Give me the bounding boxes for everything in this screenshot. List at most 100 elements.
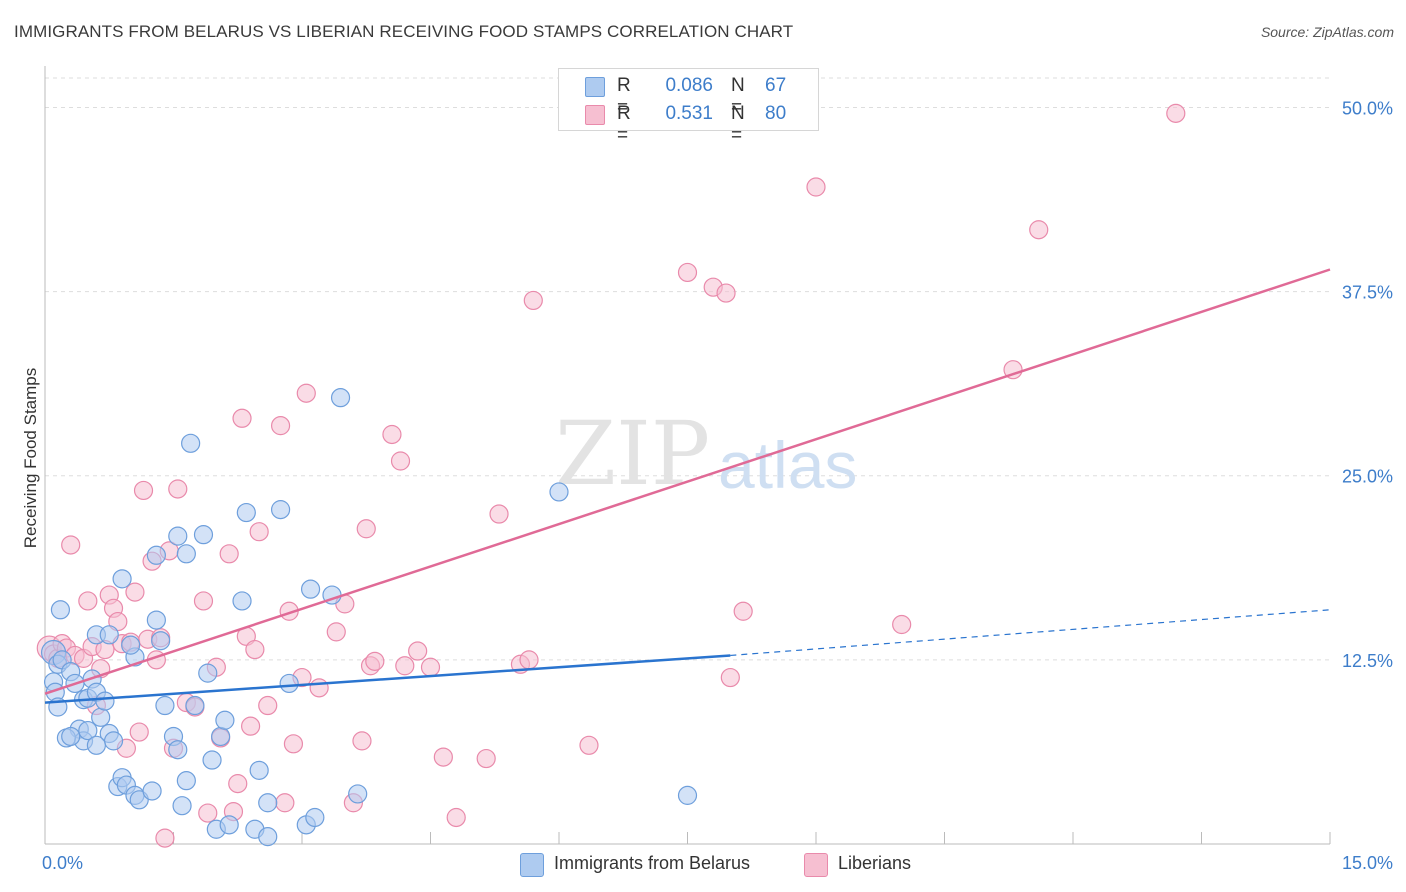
belarus-trend-line (44, 654, 731, 704)
source-label: Source: ZipAtlas.com (1260, 24, 1394, 40)
liberians-point (228, 774, 248, 794)
belarus-point (168, 526, 188, 546)
belarus-point (677, 785, 698, 805)
legend-n-value: 67 (765, 75, 787, 96)
belarus-point (146, 610, 166, 630)
liberians-point (309, 678, 329, 698)
liberians-point (326, 622, 346, 642)
belarus-point (249, 760, 269, 780)
liberians-point (519, 650, 539, 670)
belarus-point (86, 735, 107, 755)
liberians-point (245, 639, 265, 660)
liberians-point (258, 695, 278, 716)
liberians-point (716, 283, 736, 303)
belarus-point (185, 695, 205, 716)
liberians-point (129, 722, 149, 742)
liberians-point (155, 828, 175, 848)
legend-n-label: N = (731, 75, 745, 118)
x-tick-label: 0.0% (42, 853, 83, 873)
y-tick-label: 50.0% (1342, 98, 1393, 118)
liberians-point (433, 747, 453, 767)
liberians-point (523, 290, 543, 311)
liberians-point (420, 657, 441, 677)
belarus-point (172, 796, 192, 816)
belarus-point (99, 625, 119, 645)
liberians-point (193, 591, 214, 611)
liberians-point (382, 424, 402, 445)
belarus-point (50, 600, 71, 620)
liberians-point (1166, 103, 1186, 123)
belarus-point (258, 793, 278, 813)
liberians-point (296, 383, 316, 403)
liberians-point (733, 601, 753, 621)
correlation-legend: R = 0.086 N = 67 R = 0.531 N = 80 (558, 68, 819, 146)
liberians-point (365, 651, 385, 671)
belarus-point (305, 807, 325, 828)
trend-lines (44, 268, 1331, 704)
belarus-point (155, 695, 175, 716)
belarus-point (215, 710, 235, 730)
belarus-point (176, 544, 196, 564)
liberians-point (1003, 360, 1023, 380)
liberians-point (168, 479, 188, 499)
liberians-point (270, 416, 291, 436)
liberians-point (395, 656, 415, 676)
liberians-point (283, 734, 304, 754)
legend-r-label: R = (617, 103, 631, 146)
belarus-point (78, 720, 98, 741)
belarus-point (168, 740, 188, 760)
liberians-point (390, 451, 411, 471)
belarus-point (202, 750, 222, 770)
belarus-point (121, 635, 141, 655)
belarus-point (151, 631, 171, 651)
belarus-point (181, 433, 201, 453)
liberians-point (219, 544, 239, 564)
belarus-point (198, 663, 218, 683)
series-belarus-points (40, 388, 698, 847)
belarus-point (193, 525, 214, 545)
belarus-point (103, 731, 124, 751)
grid (45, 77, 1330, 661)
liberians-point (720, 667, 740, 688)
legend-r-label: R = (617, 75, 631, 118)
watermark-zip: ZIP (555, 402, 710, 505)
liberians-point (476, 748, 496, 769)
legend-n-label: N = (731, 103, 745, 146)
liberians-point (249, 522, 269, 542)
y-tick-label: 25.0% (1342, 467, 1393, 487)
belarus-point (95, 691, 115, 711)
belarus-point (549, 482, 569, 502)
liberians-point (352, 731, 372, 751)
bottom-legend-swatch-blue (520, 853, 544, 877)
liberians-point (446, 807, 466, 828)
liberians-point (1029, 220, 1049, 240)
liberians-point (489, 504, 509, 524)
y-tick-label: 12.5% (1342, 651, 1393, 671)
liberians-point (275, 793, 295, 813)
belarus-point (112, 569, 132, 589)
belarus-point (348, 784, 368, 804)
legend-swatch-pink (585, 105, 605, 125)
legend-n-value: 80 (765, 103, 787, 124)
belarus-point (211, 726, 231, 747)
legend-swatch-blue (585, 77, 605, 97)
bottom-legend-label: Immigrants from Belarus (554, 853, 751, 873)
liberians-point (892, 614, 912, 635)
belarus-point (236, 502, 256, 523)
legend-r-value: 0.531 (665, 103, 713, 124)
liberians-point (579, 735, 599, 755)
belarus-point (270, 500, 291, 520)
y-tick-label: 37.5% (1342, 283, 1393, 303)
belarus-point (279, 673, 299, 694)
liberians-point (677, 262, 698, 283)
belarus-point (258, 827, 278, 847)
liberians-point (232, 408, 252, 428)
liberians-point (125, 582, 145, 602)
x-tick-label: 15.0% (1342, 853, 1393, 873)
belarus-point (91, 707, 111, 727)
liberians-point (133, 480, 154, 501)
belarus-point (146, 545, 166, 565)
chart-title: IMMIGRANTS FROM BELARUS VS LIBERIAN RECE… (14, 22, 794, 41)
liberians-point (61, 535, 81, 555)
